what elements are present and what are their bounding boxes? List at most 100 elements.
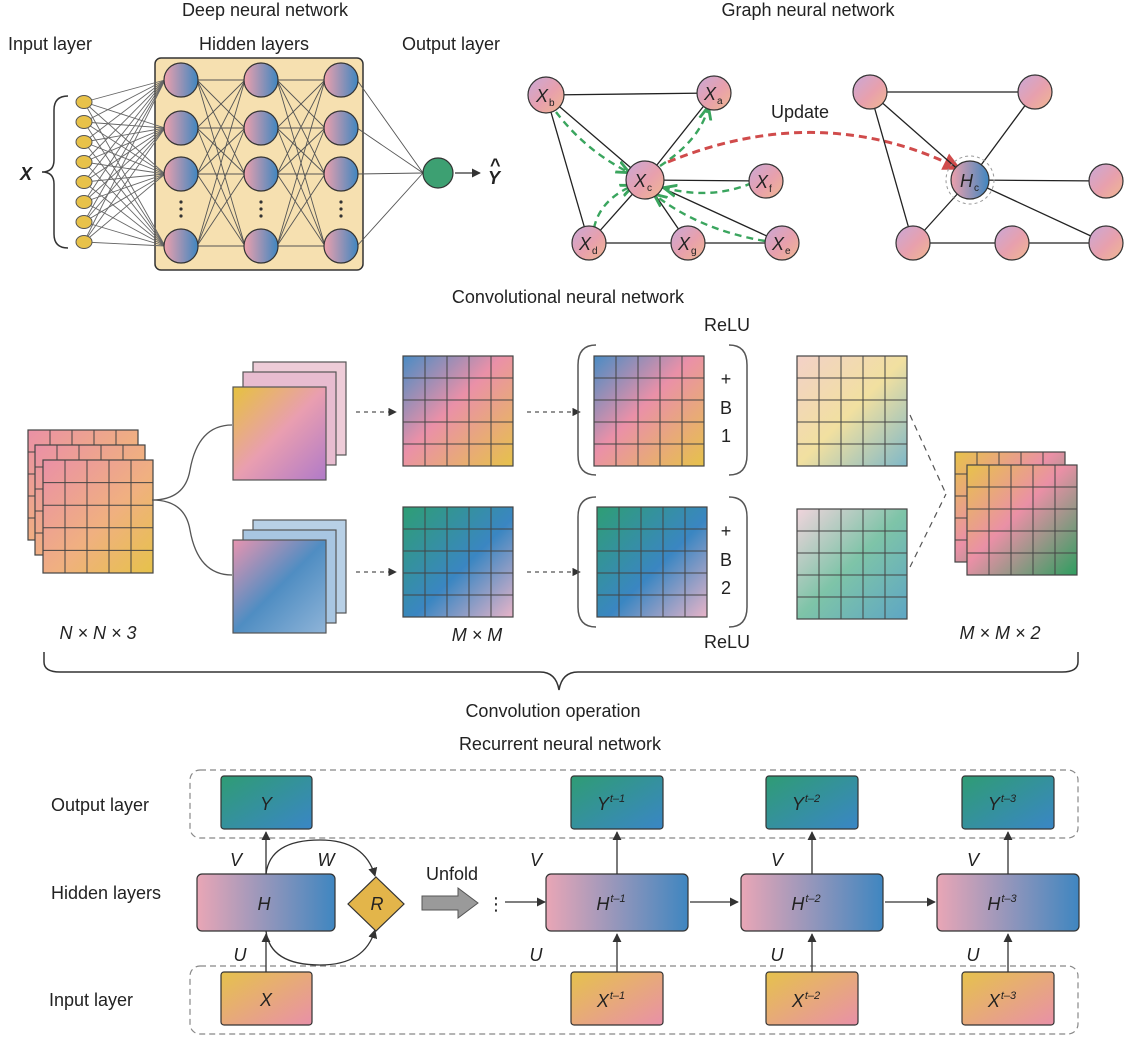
cnn-input-grid-front bbox=[42, 459, 154, 574]
rnn-h-label-t2: Ht–2 bbox=[791, 893, 820, 914]
svg-text:X: X bbox=[755, 172, 769, 192]
svg-text:a: a bbox=[717, 96, 723, 107]
cnn-dim-out: M × M × 2 bbox=[959, 623, 1040, 643]
rnn-output-layer-label: Output layer bbox=[51, 795, 149, 815]
gnn-node-xf: X f bbox=[748, 163, 784, 199]
dnn-connections bbox=[83, 79, 424, 247]
rnn-x-label: X bbox=[259, 990, 273, 1010]
rnn-output-layer-frame bbox=[189, 769, 1079, 839]
dnn-edge bbox=[83, 79, 166, 243]
dnn-edge bbox=[276, 127, 326, 247]
dnn-edge bbox=[276, 79, 326, 129]
dnn-input-node bbox=[75, 235, 93, 249]
rnn-u-label-t2: U bbox=[771, 945, 785, 965]
rnn-h-label-t3: Ht–3 bbox=[987, 893, 1017, 914]
cnn-bias2-b: B bbox=[720, 550, 732, 570]
gnn-update-label: Update bbox=[771, 102, 829, 122]
dnn-edge bbox=[196, 79, 246, 129]
cnn-paren-right-1 bbox=[728, 344, 748, 476]
svg-text:g: g bbox=[691, 246, 697, 257]
rnn-hidden-layers-label: Hidden layers bbox=[51, 883, 161, 903]
dnn-input-node bbox=[75, 155, 93, 169]
dnn-edge bbox=[83, 127, 166, 243]
cnn-paren-left-1 bbox=[577, 344, 597, 476]
dnn-hidden-node bbox=[243, 62, 279, 98]
svg-text:c: c bbox=[647, 183, 652, 194]
gnn-right-edges bbox=[869, 91, 1107, 244]
dnn-input-node bbox=[75, 175, 93, 189]
dnn-hidden-node bbox=[163, 228, 199, 264]
dnn-hidden-node bbox=[323, 156, 359, 192]
cnn-featuremap2-bias bbox=[596, 506, 708, 618]
cnn-dim-mid: M × M bbox=[452, 625, 503, 645]
cnn-featuremap1-bias bbox=[593, 355, 705, 467]
cnn-relu-bottom: ReLU bbox=[704, 632, 750, 652]
dnn-hidden-node bbox=[323, 228, 359, 264]
dnn-edge bbox=[83, 127, 166, 223]
dnn-edge bbox=[83, 173, 166, 183]
dnn-edge bbox=[276, 127, 326, 175]
rnn-h-label-t1: Ht–1 bbox=[596, 893, 625, 914]
rnn-y-box-t1 bbox=[570, 775, 664, 830]
rnn-step-t2: Yt–2 Ht–2 Xt–2 bbox=[740, 775, 884, 1026]
rnn-v-label-t1: V bbox=[530, 850, 544, 870]
dnn-x-label: X bbox=[19, 164, 33, 184]
rnn-y-box-t2 bbox=[765, 775, 859, 830]
dnn-ellipsis-dots bbox=[179, 200, 343, 218]
dnn-edge bbox=[83, 181, 166, 247]
gnn-left-edges bbox=[545, 92, 783, 244]
dnn-input-node bbox=[75, 135, 93, 149]
dnn-input-layer-label: Input layer bbox=[8, 34, 92, 54]
cnn-bias1-n: 1 bbox=[721, 426, 731, 446]
rnn-v-label: V bbox=[230, 850, 244, 870]
cnn-relu1-output bbox=[796, 355, 908, 467]
dnn-edge bbox=[83, 127, 166, 183]
dnn-edge bbox=[83, 161, 166, 247]
rnn-y-label: Y bbox=[260, 794, 274, 814]
gnn-node-xa: X a bbox=[696, 75, 732, 111]
cnn-operation-label: Convolution operation bbox=[465, 701, 640, 721]
dnn-edge bbox=[83, 121, 166, 129]
dnn-edge bbox=[83, 127, 166, 163]
dnn-y-label: Y bbox=[488, 168, 502, 188]
rnn-step-t3: Yt–3 Ht–3 Xt–3 bbox=[936, 775, 1080, 1026]
rnn-input-layer-label: Input layer bbox=[49, 990, 133, 1010]
dnn-edge bbox=[196, 79, 246, 175]
gnn-message-arrows bbox=[555, 108, 766, 243]
dnn-edge bbox=[196, 79, 246, 247]
rnn-x-label-t1: Xt–1 bbox=[596, 990, 625, 1011]
svg-text:d: d bbox=[592, 246, 598, 257]
gnn-update-arrow bbox=[667, 131, 962, 170]
gnn-right-node bbox=[1088, 163, 1124, 199]
gnn-hc-halo bbox=[945, 155, 995, 205]
rnn-step-t1: Yt–1 Ht–1 Xt–1 bbox=[545, 775, 689, 1026]
svg-text:X: X bbox=[535, 86, 549, 106]
dnn-input-node bbox=[75, 95, 93, 109]
cnn-featuremap1 bbox=[402, 355, 514, 467]
gnn-right-node bbox=[994, 225, 1030, 261]
dnn-edge bbox=[83, 141, 166, 175]
gnn-node-xc: X c bbox=[625, 160, 665, 200]
dnn-y-hat: ^ bbox=[490, 155, 501, 175]
cnn-merge-lines bbox=[909, 414, 947, 568]
gnn-right-node bbox=[1017, 74, 1053, 110]
dnn-hidden-node bbox=[163, 156, 199, 192]
rnn-panel: Recurrent neural network Output layer Hi… bbox=[49, 734, 1080, 1035]
cnn-title: Convolutional neural network bbox=[452, 287, 685, 307]
rnn-u-label-t1: U bbox=[530, 945, 544, 965]
cnn-bias2-n: 2 bbox=[721, 578, 731, 598]
dnn-input-node bbox=[75, 195, 93, 209]
cnn-output-grid-front bbox=[966, 464, 1078, 576]
rnn-v-label-t2: V bbox=[771, 850, 785, 870]
cnn-bias2-plus: + bbox=[721, 521, 732, 541]
rnn-u-label: U bbox=[234, 945, 248, 965]
dnn-hidden-node bbox=[243, 156, 279, 192]
cnn-operation-brace bbox=[43, 652, 1079, 691]
cnn-bias1-plus: + bbox=[721, 369, 732, 389]
dnn-edge bbox=[83, 79, 166, 183]
dnn-panel: Deep neural network Input layer Hidden l… bbox=[8, 0, 502, 271]
dnn-edge bbox=[276, 79, 326, 247]
dnn-output-layer-label: Output layer bbox=[402, 34, 500, 54]
svg-text:f: f bbox=[769, 184, 772, 195]
